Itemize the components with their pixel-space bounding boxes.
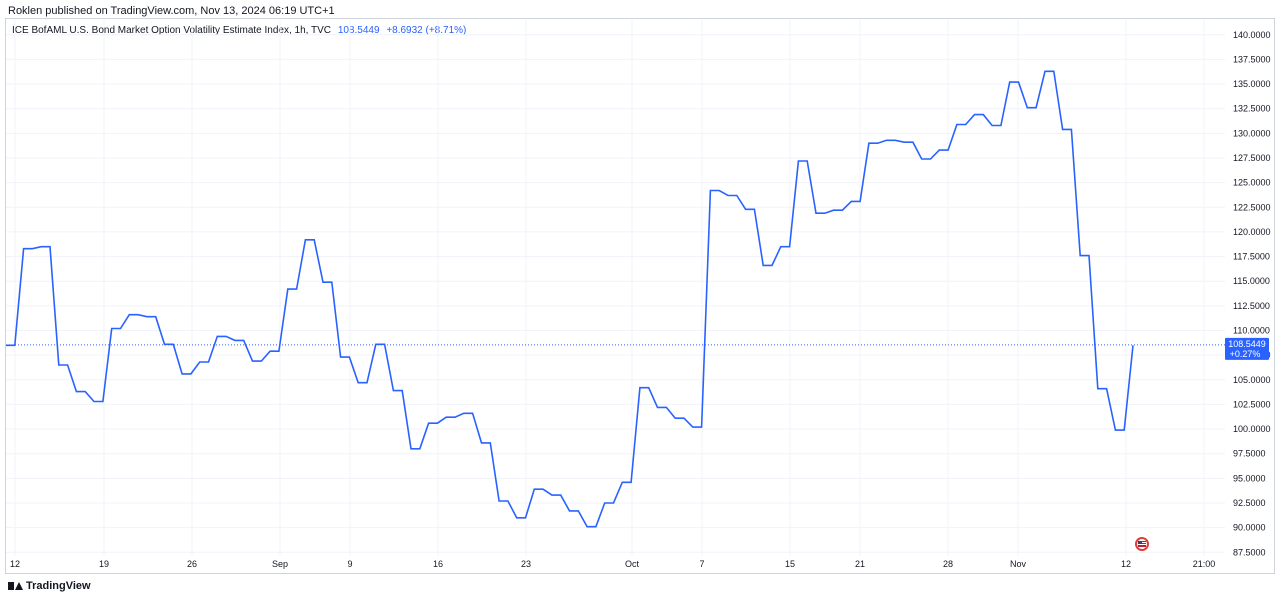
y-tick-label: 97.5000 xyxy=(1233,449,1266,459)
footer-brand: TradingView xyxy=(26,580,91,592)
x-tick-label: 21:00 xyxy=(1193,559,1216,569)
y-tick-label: 140.0000 xyxy=(1233,30,1271,40)
tradingview-footer[interactable]: TradingView xyxy=(8,580,91,592)
y-axis: 140.0000 137.5000 135.0000 132.5000 130.0000… xyxy=(1233,30,1271,557)
y-tick-label: 127.5000 xyxy=(1233,153,1271,163)
series-line xyxy=(6,70,1134,528)
price-label-value: 108.5449 xyxy=(1228,339,1266,349)
x-tick-label: 26 xyxy=(187,559,197,569)
y-tick-label: 87.5000 xyxy=(1233,547,1266,557)
y-tick-label: 102.5000 xyxy=(1233,399,1271,409)
tradingview-logo-icon xyxy=(8,582,23,590)
x-tick-label: Nov xyxy=(1010,559,1027,569)
x-tick-label: Sep xyxy=(272,559,288,569)
y-tick-label: 110.0000 xyxy=(1233,326,1270,336)
x-tick-label: 16 xyxy=(433,559,443,569)
legend-title: ICE BofAML U.S. Bond Market Option Volat… xyxy=(12,25,332,36)
price-label-change: +0.27% xyxy=(1230,349,1261,359)
x-tick-label: 12 xyxy=(10,559,20,569)
chart-frame xyxy=(5,18,1275,574)
x-tick-label: 19 xyxy=(99,559,109,569)
y-tick-label: 135.0000 xyxy=(1233,79,1271,89)
chart-legend: ICE BofAML U.S. Bond Market Option Volat… xyxy=(12,25,466,36)
y-tick-label: 130.0000 xyxy=(1233,128,1271,138)
y-tick-label: 100.0000 xyxy=(1233,424,1271,434)
y-tick-label: 92.5000 xyxy=(1233,498,1266,508)
x-axis: 12 19 26 Sep 9 16 23 Oct 7 15 21 28 Nov 12 21:00 xyxy=(10,559,1215,569)
x-tick-label: 12 xyxy=(1121,559,1131,569)
price-label: 108.5449 +0.27% xyxy=(1225,337,1269,360)
y-tick-label: 120.0000 xyxy=(1233,227,1271,237)
legend-change: +8.6932 (+8.71%) xyxy=(386,25,467,36)
y-tick-label: 117.5000 xyxy=(1233,252,1270,262)
x-tick-label: 28 xyxy=(943,559,953,569)
x-tick-label: Oct xyxy=(625,559,640,569)
y-tick-label: 112.5000 xyxy=(1233,301,1270,311)
y-tick-label: 90.0000 xyxy=(1233,523,1266,533)
y-tick-label: 132.5000 xyxy=(1233,104,1271,114)
y-tick-label: 125.0000 xyxy=(1233,178,1271,188)
x-tick-label: 9 xyxy=(347,559,352,569)
y-tick-label: 137.5000 xyxy=(1233,54,1271,64)
us-flag-icon[interactable] xyxy=(1135,537,1149,551)
y-tick-label: 95.0000 xyxy=(1233,473,1266,483)
y-tick-label: 105.0000 xyxy=(1233,375,1271,385)
y-tick-label: 122.5000 xyxy=(1233,202,1271,212)
grid-lines xyxy=(6,20,1225,556)
x-tick-label: 15 xyxy=(785,559,795,569)
legend-value: 108.5449 xyxy=(337,25,380,36)
publisher-header: Roklen published on TradingView.com, Nov… xyxy=(8,5,335,17)
x-tick-label: 7 xyxy=(699,559,704,569)
x-tick-label: 23 xyxy=(521,559,531,569)
x-tick-label: 21 xyxy=(855,559,865,569)
y-tick-label: 115.0000 xyxy=(1233,276,1270,286)
